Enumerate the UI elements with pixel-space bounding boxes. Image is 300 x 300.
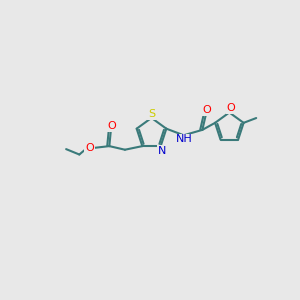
Text: NH: NH [176,134,193,145]
Text: N: N [158,146,166,156]
Text: O: O [85,143,94,153]
Text: S: S [148,109,155,119]
Text: O: O [227,103,236,113]
Text: O: O [202,105,211,115]
Text: O: O [107,121,116,131]
